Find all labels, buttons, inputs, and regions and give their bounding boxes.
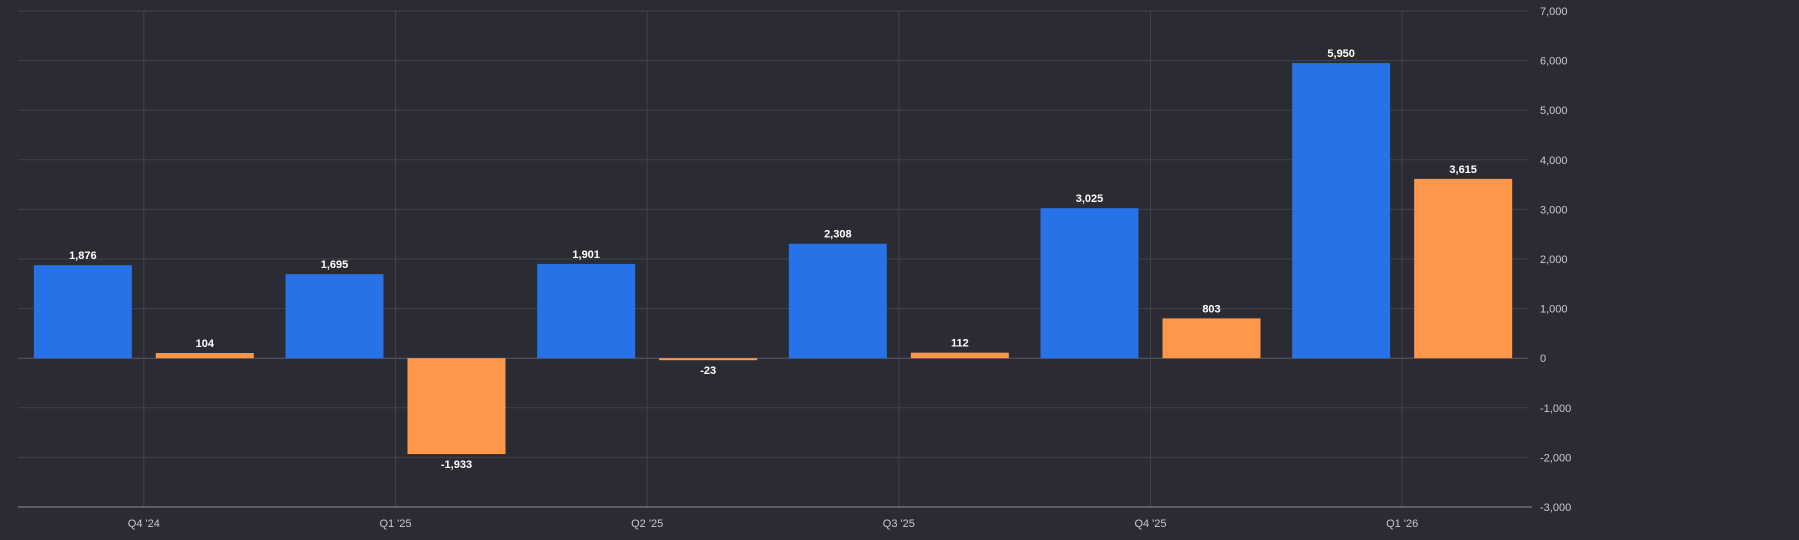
bar-series-2 [407,358,506,455]
bar-series-2 [1162,318,1261,359]
bar-series-2 [1414,178,1513,359]
data-label: 803 [1202,303,1220,315]
data-label: 104 [196,338,215,350]
y-tick-label: -3,000 [1540,502,1571,514]
data-label: 2,308 [824,229,852,241]
y-tick-label: -2,000 [1540,452,1571,464]
data-labels-layer: 1,876 104 1,695 -1,933 1,901 -23 2,308 112 3,025… [69,48,1477,471]
bars-layer [33,63,1513,455]
y-tick-label: 0 [1540,353,1546,365]
bar-series-1 [1292,63,1391,359]
x-tick-label: Q2 '25 [631,518,663,530]
y-tick-label: 6,000 [1540,56,1568,68]
bar-series-1 [537,263,636,359]
x-tick-label: Q3 '25 [883,518,915,530]
data-label: 3,615 [1449,164,1477,176]
y-tick-label: 5,000 [1540,105,1568,117]
axes-layer: 7,000 6,000 5,000 4,000 3,000 2,000 1,000 0 -1,0… [18,6,1571,530]
data-label: 1,876 [69,250,97,262]
data-label: -1,933 [441,459,472,471]
y-tick-label: 2,000 [1540,254,1568,266]
grid-layer [18,10,1528,507]
bar-series-1 [33,265,132,359]
y-tick-label: 3,000 [1540,204,1568,216]
bar-series-2 [155,353,254,359]
bar-series-2 [910,352,1009,359]
y-tick-label: 1,000 [1540,304,1568,316]
data-label: -23 [700,365,716,377]
data-label: 112 [951,338,969,350]
bar-series-1 [788,243,887,359]
x-tick-label: Q1 '25 [379,518,411,530]
y-tick-label: 7,000 [1540,6,1568,18]
data-label: 5,950 [1327,48,1355,60]
bar-series-2 [659,358,758,361]
data-label: 3,025 [1076,193,1104,205]
data-label: 1,901 [572,249,600,261]
data-label: 1,695 [321,259,349,271]
bar-series-1 [285,274,384,359]
y-tick-label: -1,000 [1540,403,1571,415]
x-tick-label: Q4 '25 [1134,518,1166,530]
y-tick-label: 4,000 [1540,155,1568,167]
x-tick-label: Q1 '26 [1386,518,1418,530]
x-tick-label: Q4 '24 [128,518,160,530]
bar-series-1 [1040,208,1139,359]
